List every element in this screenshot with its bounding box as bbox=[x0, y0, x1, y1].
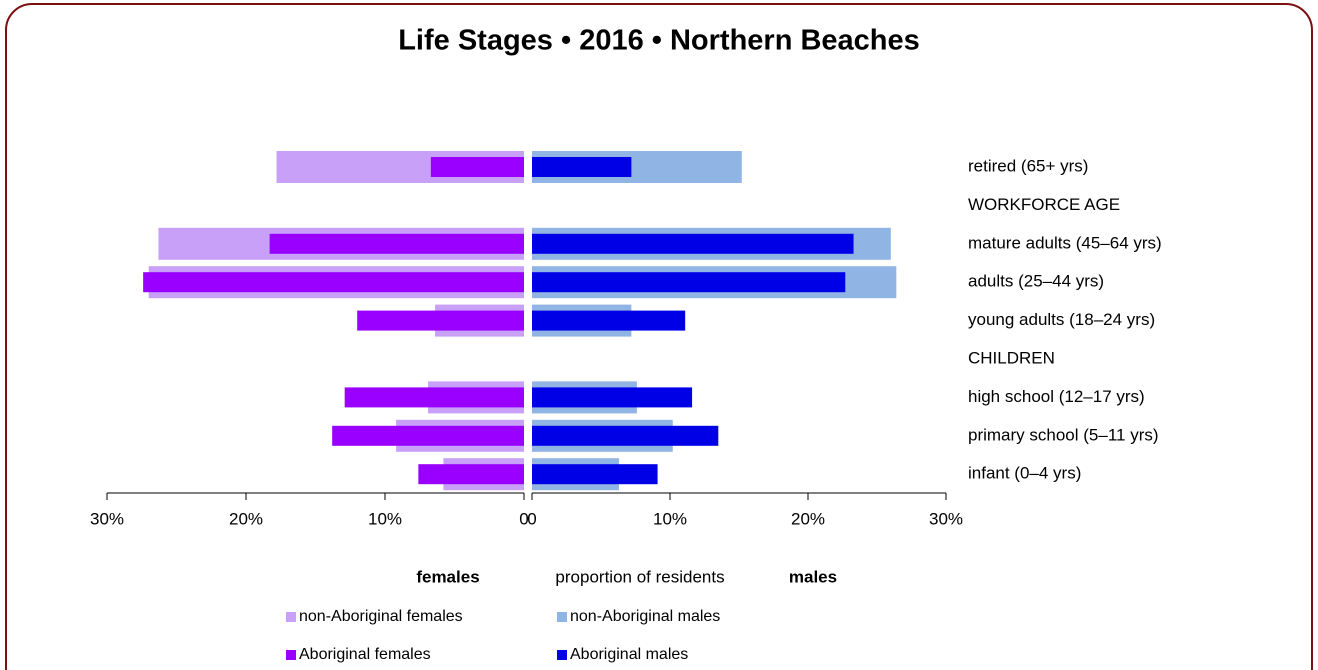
legend-label: non-Aboriginal males bbox=[570, 608, 720, 625]
legend-label: Aboriginal males bbox=[570, 646, 688, 663]
bar bbox=[532, 233, 854, 254]
category-label: young adults (18–24 yrs) bbox=[968, 310, 1155, 329]
female-label: females bbox=[416, 567, 479, 586]
legend-label: Aboriginal females bbox=[299, 646, 431, 663]
x-axis-label: proportion of residents bbox=[555, 567, 724, 586]
bar bbox=[269, 233, 524, 254]
x-tick-label: 30% bbox=[90, 509, 124, 528]
bar bbox=[344, 387, 524, 408]
chart-title: Life Stages • 2016 • Northern Beaches bbox=[398, 25, 920, 57]
bar bbox=[430, 157, 524, 177]
bar bbox=[143, 272, 524, 293]
legend-swatch bbox=[557, 650, 567, 660]
bar bbox=[532, 310, 686, 331]
x-tick-label: 30% bbox=[929, 509, 963, 528]
category-label: high school (12–17 yrs) bbox=[968, 387, 1145, 406]
legend-label: non-Aboriginal females bbox=[299, 608, 463, 625]
x-tick-label: 20% bbox=[229, 509, 263, 528]
legend-swatch bbox=[557, 612, 567, 622]
category-label: retired (65+ yrs) bbox=[968, 156, 1088, 175]
category-label: CHILDREN bbox=[968, 348, 1055, 367]
category-label: mature adults (45–64 yrs) bbox=[968, 233, 1162, 252]
bar bbox=[532, 425, 719, 446]
bar bbox=[532, 464, 658, 485]
bar bbox=[532, 387, 693, 408]
male-label: males bbox=[789, 567, 837, 586]
category-label: primary school (5–11 yrs) bbox=[968, 425, 1159, 444]
bar bbox=[532, 272, 846, 293]
x-tick-label: 20% bbox=[791, 509, 825, 528]
legend-swatch bbox=[286, 612, 296, 622]
category-label: infant (0–4 yrs) bbox=[968, 464, 1081, 483]
bar bbox=[357, 310, 524, 331]
x-tick-label: 0 bbox=[519, 509, 528, 528]
x-tick-label: 0 bbox=[527, 509, 536, 528]
category-label: WORKFORCE AGE bbox=[968, 195, 1120, 214]
x-tick-label: 10% bbox=[368, 509, 402, 528]
bar bbox=[532, 157, 632, 177]
bar bbox=[332, 425, 524, 446]
x-tick-label: 10% bbox=[653, 509, 687, 528]
bar bbox=[418, 464, 524, 485]
legend-swatch bbox=[286, 650, 296, 660]
category-label: adults (25–44 yrs) bbox=[968, 272, 1104, 291]
